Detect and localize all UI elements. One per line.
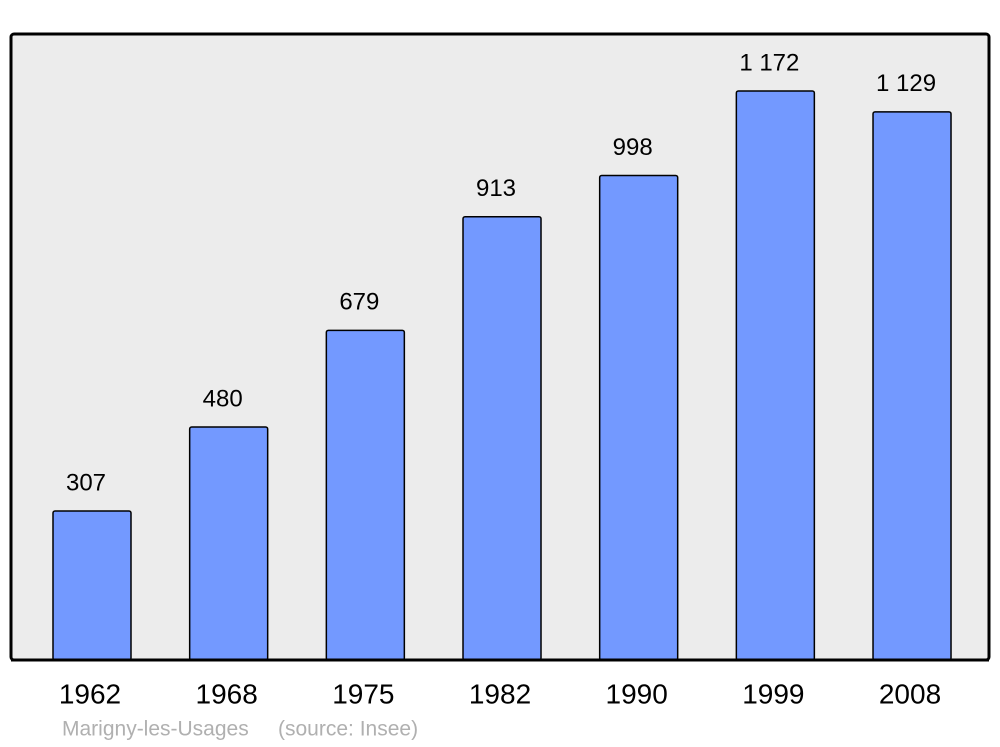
x-tick-label: 1962 — [59, 678, 121, 709]
value-label: 1 172 — [739, 49, 799, 76]
x-tick-label: 1990 — [606, 678, 668, 709]
x-tick-label: 2008 — [879, 678, 941, 709]
value-label: 307 — [66, 469, 106, 496]
source-note: (source: Insee) — [278, 718, 418, 741]
chart-title: Marigny-les-Usages — [62, 718, 249, 741]
value-label: 480 — [203, 385, 243, 412]
bar — [462, 215, 542, 661]
value-label: 1 129 — [876, 70, 936, 97]
bar — [872, 111, 952, 661]
x-tick-label: 1975 — [332, 678, 394, 709]
bar — [598, 174, 679, 661]
bar — [735, 90, 816, 661]
value-label: 913 — [476, 175, 516, 202]
x-tick-label: 1968 — [196, 678, 258, 709]
x-tick-label: 1999 — [742, 678, 804, 709]
bar — [52, 510, 132, 661]
value-label: 998 — [613, 134, 653, 161]
value-label: 679 — [339, 289, 379, 316]
bar — [325, 329, 406, 661]
bar — [188, 426, 269, 661]
x-tick-label: 1982 — [469, 678, 531, 709]
